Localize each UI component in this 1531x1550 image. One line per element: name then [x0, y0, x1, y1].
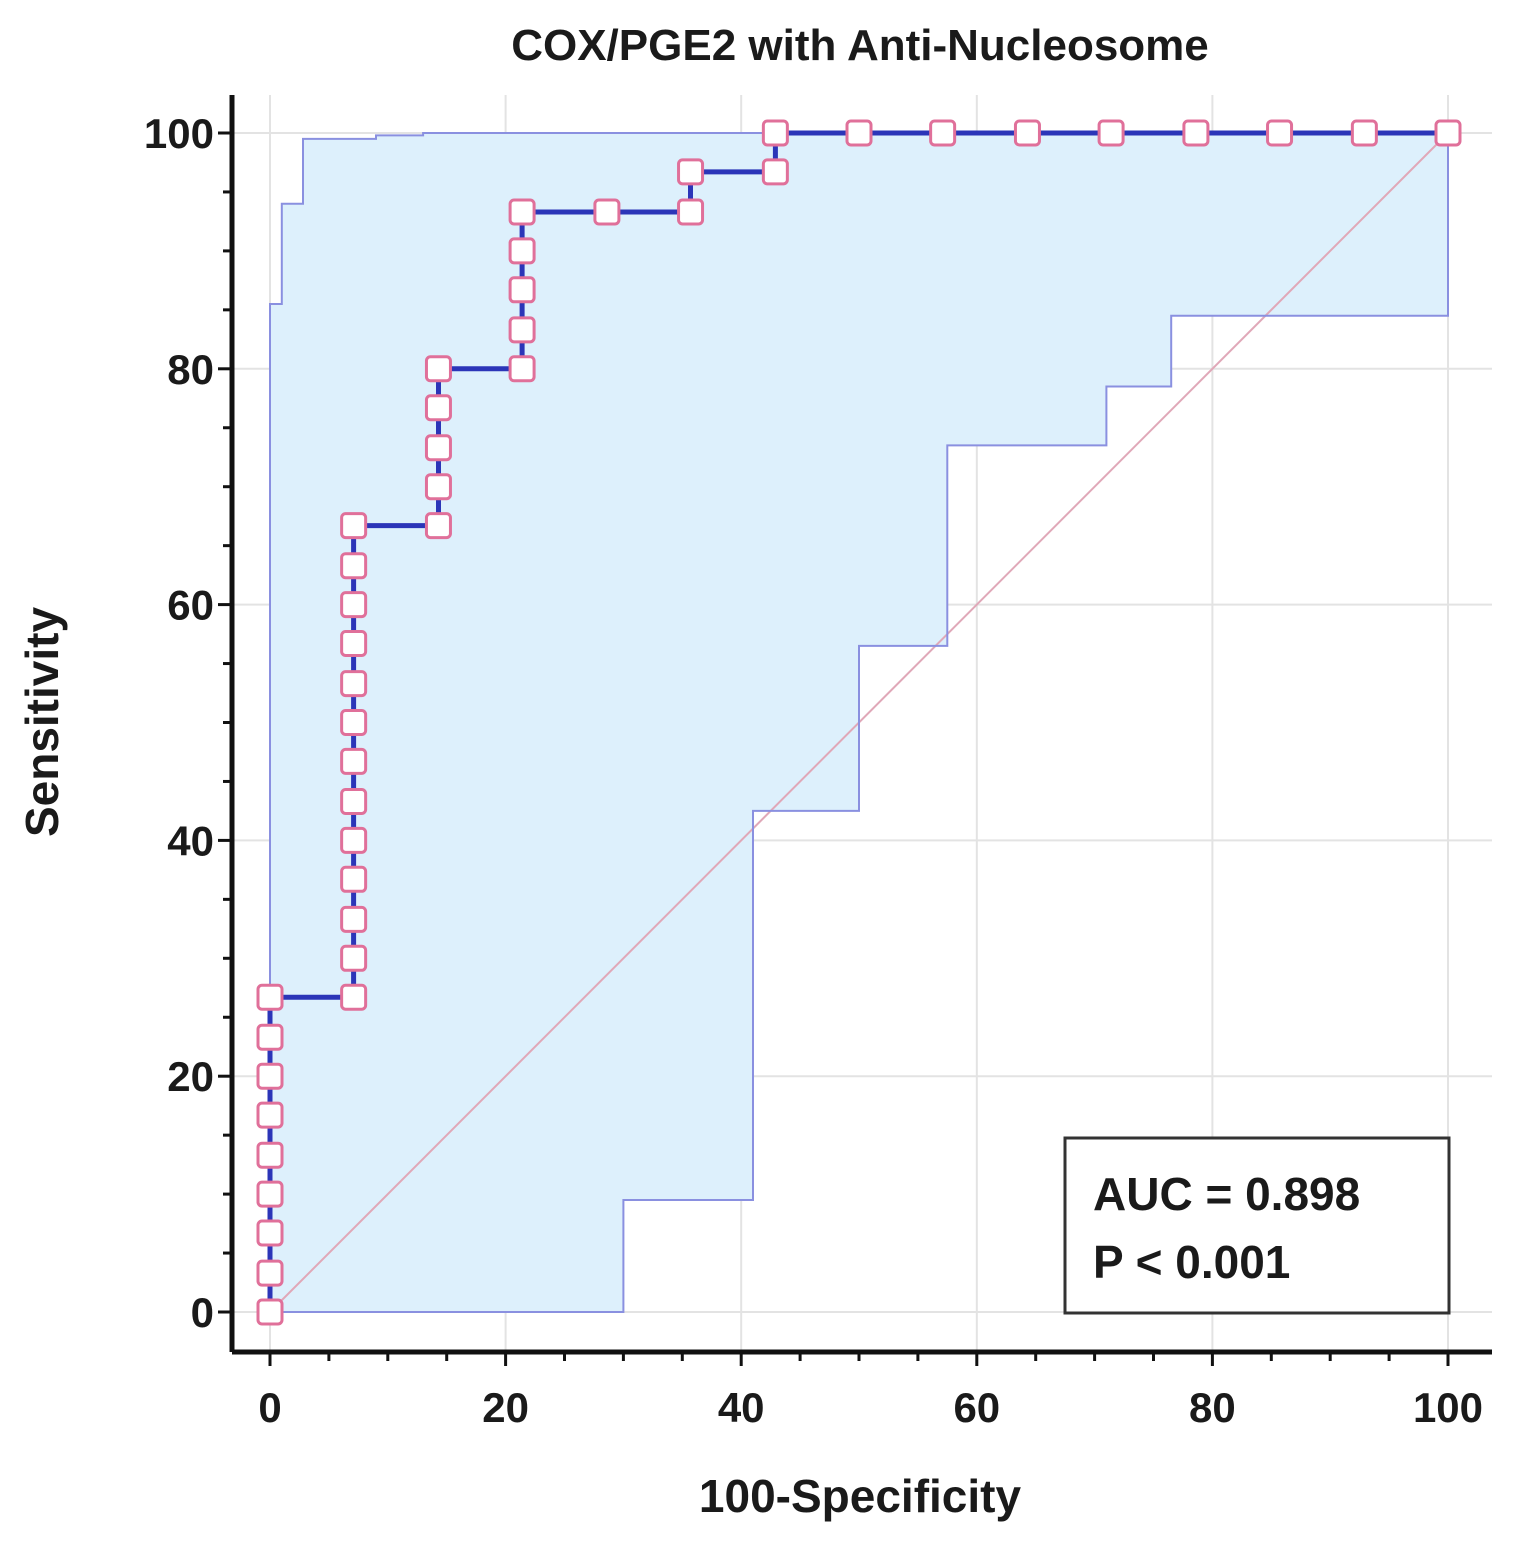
- roc-point-marker: [340, 512, 368, 540]
- roc-point-marker: [508, 198, 536, 226]
- roc-point-marker: [761, 119, 789, 147]
- roc-point-marker: [1097, 119, 1125, 147]
- roc-point-marker: [1266, 119, 1294, 147]
- roc-point-marker: [256, 1141, 284, 1169]
- roc-point-marker: [340, 826, 368, 854]
- roc-point-marker: [256, 983, 284, 1011]
- x-tick-label: 20: [482, 1384, 529, 1431]
- roc-point-marker: [256, 1023, 284, 1051]
- roc-point-marker: [593, 198, 621, 226]
- roc-point-marker: [340, 787, 368, 815]
- roc-point-marker: [256, 1180, 284, 1208]
- roc-point-marker: [340, 670, 368, 698]
- axes: [218, 95, 1492, 1366]
- roc-point-marker: [340, 591, 368, 619]
- roc-point-marker: [340, 630, 368, 658]
- roc-point-marker: [677, 198, 705, 226]
- roc-point-marker: [424, 434, 452, 462]
- roc-point-marker: [1350, 119, 1378, 147]
- x-tick-label: 40: [718, 1384, 765, 1431]
- confidence-lower-line: [270, 133, 1449, 1313]
- roc-point-marker: [424, 512, 452, 540]
- roc-point-marker: [1182, 119, 1210, 147]
- statistics-box: AUC = 0.898 P < 0.001: [1063, 1136, 1451, 1315]
- roc-point-marker: [256, 1101, 284, 1129]
- roc-point-marker: [340, 944, 368, 972]
- x-tick-label: 80: [1189, 1384, 1236, 1431]
- roc-point-marker: [508, 237, 536, 265]
- confidence-bounds: [269, 132, 1449, 1313]
- x-axis-title: 100-Specificity: [699, 1470, 1022, 1522]
- roc-point-marker: [677, 158, 705, 186]
- roc-point-marker: [508, 276, 536, 304]
- roc-point-marker: [508, 316, 536, 344]
- roc-point-marker: [1013, 119, 1041, 147]
- roc-point-marker: [256, 1298, 284, 1326]
- roc-point-marker: [256, 1219, 284, 1247]
- y-tick-label: 20: [167, 1053, 214, 1100]
- roc-point-marker: [424, 394, 452, 422]
- p-value-label: P < 0.001: [1093, 1236, 1290, 1288]
- auc-label: AUC = 0.898: [1093, 1168, 1360, 1220]
- roc-point-marker: [340, 905, 368, 933]
- roc-point-marker: [1434, 119, 1462, 147]
- y-tick-label: 40: [167, 817, 214, 864]
- y-axis-title: Sensitivity: [16, 607, 68, 838]
- y-tick-label: 0: [191, 1289, 214, 1336]
- roc-point-marker: [340, 983, 368, 1011]
- confidence-upper-line: [269, 132, 1448, 1312]
- tick-labels: 0 20 40 60 80 100 0 20 40 60 80 100: [144, 110, 1483, 1431]
- roc-point-marker: [340, 747, 368, 775]
- roc-point-marker: [340, 865, 368, 893]
- roc-point-marker: [256, 1259, 284, 1287]
- roc-point-marker: [845, 119, 873, 147]
- roc-point-marker: [424, 355, 452, 383]
- roc-point-marker: [340, 552, 368, 580]
- y-tick-label: 80: [167, 346, 214, 393]
- x-tick-label: 60: [953, 1384, 1000, 1431]
- x-tick-label: 100: [1413, 1384, 1483, 1431]
- roc-point-marker: [929, 119, 957, 147]
- roc-point-marker: [508, 355, 536, 383]
- x-tick-label: 0: [258, 1384, 281, 1431]
- roc-point-marker: [256, 1062, 284, 1090]
- roc-point-marker: [761, 158, 789, 186]
- chart-title: COX/PGE2 with Anti-Nucleosome: [511, 21, 1209, 70]
- statistics-box-frame: [1063, 1136, 1451, 1315]
- y-tick-label: 100: [144, 110, 214, 157]
- roc-markers: [256, 119, 1462, 1326]
- roc-point-marker: [424, 473, 452, 501]
- y-tick-label: 60: [167, 582, 214, 629]
- roc-point-marker: [340, 709, 368, 736]
